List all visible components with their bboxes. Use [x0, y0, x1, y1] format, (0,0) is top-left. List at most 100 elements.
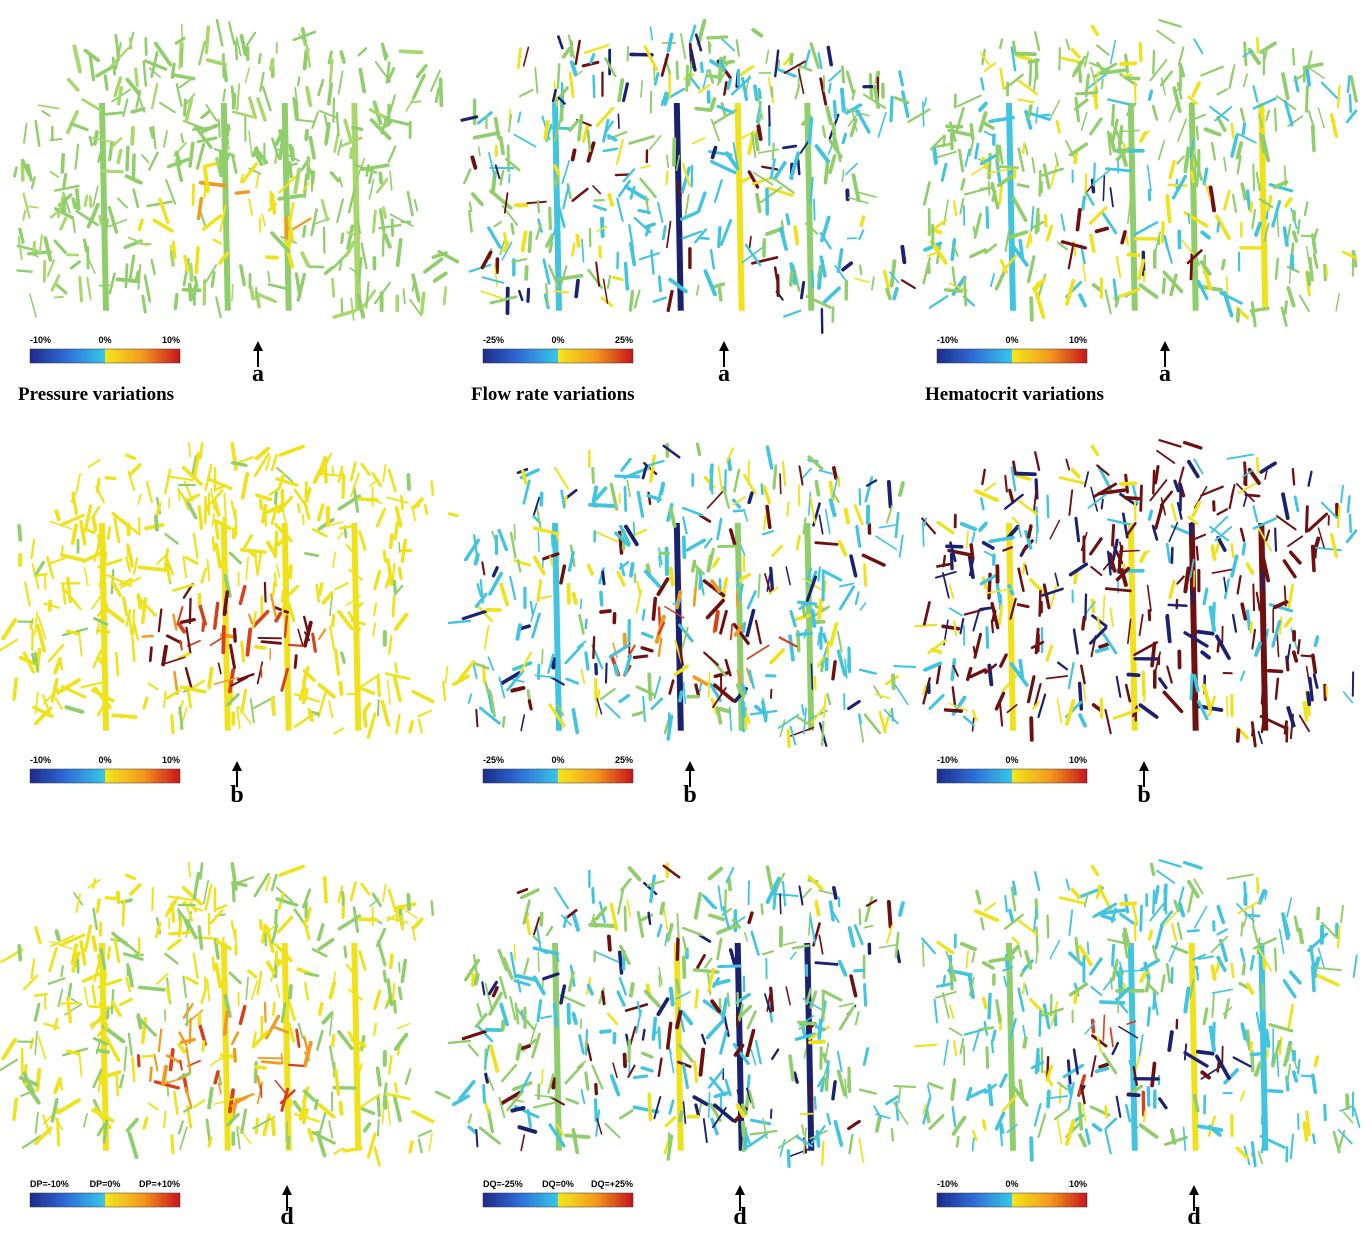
vessel [365, 281, 370, 309]
vessel [822, 1052, 828, 1064]
vessel [956, 94, 982, 108]
vessel [616, 990, 626, 1007]
vessel [305, 906, 312, 923]
vessel [1109, 187, 1114, 208]
vessel [268, 57, 275, 72]
vessel [628, 289, 635, 312]
vessel [146, 200, 173, 208]
vessel [106, 1007, 110, 1020]
vessel [722, 905, 730, 929]
vessel [745, 1028, 756, 1058]
vessel [675, 991, 691, 1000]
vessel [706, 35, 729, 40]
vessel [1004, 493, 1024, 510]
vessel [628, 241, 637, 267]
vessel [503, 232, 508, 245]
vessel [809, 42, 821, 70]
vessel [799, 1112, 814, 1116]
vessel [519, 1044, 531, 1051]
vessel [797, 68, 805, 94]
vessel [726, 992, 731, 1008]
vessel [1271, 200, 1282, 228]
vessel [772, 884, 778, 910]
vessel [709, 159, 737, 175]
vessel [142, 1116, 149, 1130]
arrow-head [685, 761, 695, 771]
vessel [950, 1078, 957, 1102]
vessel [360, 882, 371, 896]
vessel [196, 136, 218, 144]
vessel [894, 511, 900, 539]
vessel [297, 1022, 304, 1040]
vessel [254, 151, 264, 167]
vessel [1249, 306, 1270, 313]
vessel [1196, 279, 1209, 301]
vessel [854, 277, 870, 284]
vessel [754, 619, 762, 645]
vessel [1101, 212, 1118, 235]
vessel [675, 154, 681, 172]
vessel [556, 704, 565, 716]
vessel [732, 509, 746, 513]
vessel [571, 1011, 578, 1026]
vessel [713, 610, 720, 632]
color-bar-label: DP=0% [90, 1179, 121, 1189]
vessel [1320, 81, 1339, 100]
vessel [1084, 173, 1088, 201]
vessel [406, 893, 411, 911]
vessel [567, 970, 575, 992]
vessel [813, 198, 816, 221]
vessel [930, 647, 943, 655]
vessel [1173, 899, 1180, 913]
vessel [1312, 253, 1319, 269]
vessel [844, 658, 848, 679]
vessel [768, 586, 779, 596]
vessel [271, 137, 280, 158]
vessel [640, 164, 651, 169]
vessel [614, 173, 631, 177]
vessel [601, 990, 606, 1006]
vessel [658, 967, 663, 986]
vessel [373, 602, 378, 617]
vessel [526, 1109, 532, 1129]
vessel [102, 1116, 109, 1144]
vessel [417, 709, 433, 718]
vessel [928, 694, 945, 711]
vessel [1045, 224, 1054, 242]
vessel [1024, 144, 1029, 156]
vessel [750, 132, 757, 159]
vessel [116, 85, 124, 106]
vessel [240, 471, 250, 500]
vessel [682, 936, 688, 955]
vessel [280, 582, 287, 604]
vessel [617, 113, 620, 129]
vessel [515, 1043, 522, 1061]
vessel [1300, 234, 1313, 238]
vessel [35, 560, 45, 576]
vessel [360, 462, 371, 476]
vessel [1245, 1029, 1252, 1051]
vessel [703, 895, 716, 909]
vessel [301, 514, 305, 526]
vessel [772, 892, 799, 898]
vessel [575, 233, 581, 248]
vessel [1310, 964, 1316, 993]
vessel [1256, 37, 1260, 54]
vessel [1243, 881, 1248, 907]
vessel [750, 1048, 757, 1066]
vessel [987, 180, 991, 196]
vessel [78, 275, 84, 303]
vessel [951, 686, 957, 708]
vessel [540, 1015, 553, 1020]
vessel [382, 232, 392, 249]
vessel [1054, 572, 1060, 587]
vessel [1024, 529, 1033, 550]
vessel [984, 243, 998, 255]
vessel [303, 981, 310, 1001]
vessel [584, 651, 590, 671]
vessel [1126, 1020, 1137, 1025]
vessel [797, 484, 801, 507]
vessel [927, 251, 938, 257]
vessel [657, 1057, 663, 1077]
vessel [799, 281, 806, 300]
